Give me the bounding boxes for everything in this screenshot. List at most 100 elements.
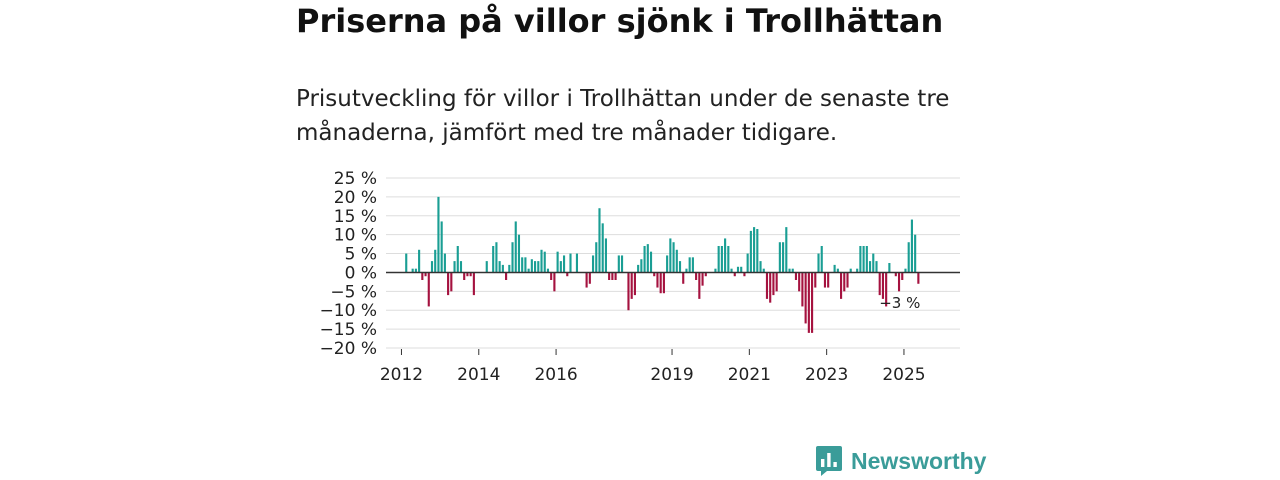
bar <box>508 264 511 273</box>
bar <box>427 272 430 307</box>
bar <box>769 272 772 303</box>
y-tick-label: 25 % <box>334 169 377 189</box>
bar <box>598 208 601 273</box>
bar <box>463 272 466 280</box>
bar <box>514 221 517 273</box>
bar <box>785 227 788 273</box>
bar <box>865 246 868 273</box>
y-tick-label: 15 % <box>334 207 377 227</box>
bar <box>559 261 562 273</box>
bar <box>740 266 743 273</box>
bar <box>405 253 408 273</box>
bar <box>778 242 781 273</box>
newsworthy-logo-icon <box>816 446 842 476</box>
bar <box>701 272 704 286</box>
bar <box>421 272 424 280</box>
bar <box>714 268 717 273</box>
bars <box>405 196 920 333</box>
x-tick-label: 2012 <box>380 365 423 385</box>
bar <box>749 230 752 273</box>
bar <box>846 272 849 288</box>
bar <box>434 249 437 273</box>
bar <box>656 272 659 288</box>
bar <box>430 261 434 273</box>
bar <box>411 268 414 273</box>
y-tick-label: 20 % <box>334 188 377 208</box>
bar <box>817 253 820 273</box>
bar <box>904 268 907 273</box>
bar <box>527 268 530 273</box>
bar <box>917 272 920 284</box>
bar <box>459 261 463 273</box>
bar <box>881 272 884 299</box>
bar <box>856 268 859 273</box>
bar <box>704 272 707 277</box>
bar <box>414 268 417 273</box>
bar <box>691 257 694 273</box>
bar <box>894 272 897 277</box>
bar <box>595 242 598 273</box>
y-axis-ticks: −20 %−15 %−10 %−5 %0 %5 %10 %15 %20 %25 … <box>320 169 377 359</box>
bar <box>608 272 611 280</box>
brand-name: Newsworthy <box>851 447 987 474</box>
y-tick-label: 5 % <box>345 245 377 265</box>
bar <box>759 261 762 273</box>
y-tick-label: −10 % <box>320 301 377 321</box>
bar <box>498 261 501 273</box>
bar <box>453 261 456 273</box>
bar <box>814 272 817 288</box>
newsworthy-logo: Newsworthy <box>815 444 986 478</box>
bar <box>736 266 740 273</box>
bar <box>730 268 733 273</box>
bar <box>633 272 636 296</box>
chart-subtitle: Prisutveckling för villor i Trollhättan … <box>296 86 950 146</box>
bar <box>888 263 891 273</box>
x-axis-ticks: 2012 2014 2016 2019 2021 2023 2025 <box>380 349 926 385</box>
bar <box>637 264 640 273</box>
bar <box>804 272 807 324</box>
bar <box>827 272 830 288</box>
bar <box>466 272 469 277</box>
bar <box>798 272 801 292</box>
bar <box>746 253 749 273</box>
chart-title: Priserna på villor sjönk i Trollhättan <box>296 2 944 40</box>
y-tick-label: −20 % <box>320 339 377 359</box>
data-labels: −3 % <box>879 294 920 312</box>
bar <box>875 261 878 273</box>
bar <box>604 238 607 273</box>
bar <box>543 251 546 273</box>
last-value-label: −3 % <box>879 294 920 312</box>
bar <box>733 272 736 277</box>
bar <box>885 272 888 307</box>
bar <box>823 272 827 288</box>
bar <box>620 255 624 273</box>
bar <box>646 244 649 273</box>
bar <box>914 234 917 273</box>
bar <box>546 268 550 273</box>
bar <box>772 272 775 296</box>
bar <box>840 272 843 299</box>
y-tick-label: 0 % <box>345 263 377 283</box>
bar <box>575 253 579 273</box>
bar <box>537 261 540 273</box>
bar <box>666 255 669 273</box>
bar <box>698 272 701 299</box>
bar <box>614 272 617 280</box>
bar <box>505 272 508 280</box>
bar <box>765 272 769 299</box>
bar <box>659 272 662 294</box>
bar <box>601 223 604 273</box>
bar <box>682 272 685 284</box>
bar <box>907 242 910 273</box>
bar <box>717 246 720 273</box>
bar <box>492 246 495 273</box>
bar <box>811 272 814 333</box>
bar <box>495 242 498 273</box>
bar <box>443 253 446 273</box>
bar <box>649 251 653 273</box>
bar <box>501 264 504 273</box>
x-tick-label: 2014 <box>457 365 500 385</box>
bar <box>640 259 643 273</box>
bar <box>653 272 656 277</box>
bar <box>801 272 804 307</box>
